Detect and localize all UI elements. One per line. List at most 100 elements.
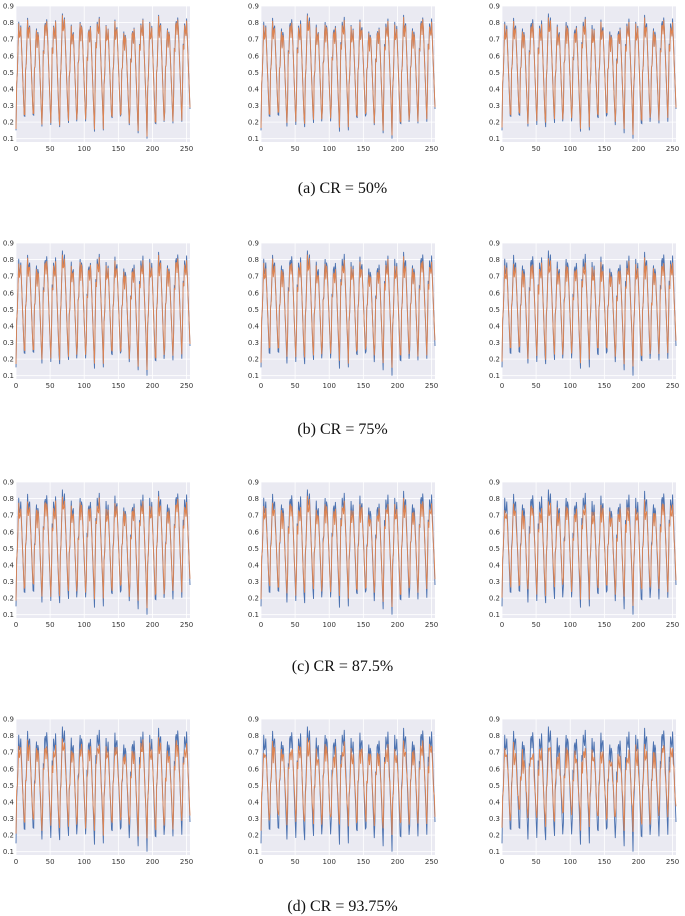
x-tick-label: 150 bbox=[598, 858, 611, 866]
y-tick-label: 0.2 bbox=[489, 595, 500, 603]
y-tick-label: 0.6 bbox=[248, 289, 260, 297]
x-tick-label: 200 bbox=[391, 145, 404, 153]
y-tick-label: 0.6 bbox=[3, 289, 15, 297]
x-tick-label: 250 bbox=[666, 621, 679, 629]
y-tick-label: 0.5 bbox=[3, 306, 14, 314]
y-tick-label: 0.9 bbox=[3, 240, 14, 248]
panel-row2-col3: 0.1 0.2 0.3 0.4 0.5 0.6 0.7 0.8 0.9 0 50 100 150 200 2… bbox=[489, 240, 679, 391]
reconstructed-series-line bbox=[501, 257, 677, 367]
y-tick-label: 0.4 bbox=[3, 798, 15, 806]
y-tick-label: 0.4 bbox=[489, 322, 501, 330]
panel-row4-col2: 0.1 0.2 0.3 0.4 0.5 0.6 0.7 0.8 0.9 0 50 100 150 200 2… bbox=[248, 716, 438, 867]
y-tick-label: 0.8 bbox=[3, 495, 14, 503]
x-tick-label: 100 bbox=[78, 145, 91, 153]
panel-row1-col1: 0.1 0.2 0.3 0.4 0.5 0.6 0.7 0.8 0.9 0 50 100 150 200 2… bbox=[3, 3, 193, 154]
y-tick-label: 0.1 bbox=[248, 611, 259, 619]
y-tick-label: 0.8 bbox=[489, 256, 500, 264]
original-series-line bbox=[501, 726, 677, 852]
y-tick-label: 0.6 bbox=[248, 52, 260, 60]
y-tick-label: 0.7 bbox=[3, 749, 14, 757]
x-tick-label: 200 bbox=[632, 858, 645, 866]
x-tick-label: 250 bbox=[180, 145, 193, 153]
x-tick-label: 50 bbox=[532, 382, 541, 390]
y-tick-label: 0.6 bbox=[3, 52, 15, 60]
y-tick-label: 0.3 bbox=[489, 102, 500, 110]
y-tick-label: 0.1 bbox=[3, 848, 14, 856]
y-tick-label: 0.7 bbox=[489, 273, 500, 281]
y-tick-label: 0.5 bbox=[489, 69, 500, 77]
x-tick-label: 150 bbox=[357, 621, 370, 629]
x-tick-label: 0 bbox=[259, 145, 263, 153]
y-tick-label: 0.1 bbox=[489, 611, 500, 619]
reconstructed-series-line bbox=[15, 737, 191, 839]
y-tick-label: 0.5 bbox=[3, 69, 14, 77]
x-tick-label: 0 bbox=[500, 145, 504, 153]
y-tick-label: 0.4 bbox=[3, 322, 15, 330]
y-tick-label: 0.7 bbox=[248, 512, 259, 520]
y-tick-label: 0.6 bbox=[489, 52, 501, 60]
reconstructed-series-line bbox=[501, 741, 677, 832]
y-tick-label: 0.8 bbox=[489, 732, 500, 740]
y-tick-label: 0.2 bbox=[3, 356, 14, 364]
x-tick-label: 0 bbox=[500, 621, 504, 629]
y-tick-label: 0.7 bbox=[248, 36, 259, 44]
y-tick-label: 0.8 bbox=[3, 256, 14, 264]
panel-row2-col2: 0.1 0.2 0.3 0.4 0.5 0.6 0.7 0.8 0.9 0 50 100 150 200 2… bbox=[248, 240, 438, 391]
y-tick-label: 0.5 bbox=[489, 782, 500, 790]
y-tick-label: 0.4 bbox=[489, 85, 501, 93]
y-tick-label: 0.3 bbox=[3, 815, 14, 823]
x-tick-label: 100 bbox=[564, 858, 577, 866]
y-tick-label: 0.1 bbox=[489, 135, 500, 143]
y-tick-label: 0.3 bbox=[489, 815, 500, 823]
panel-row1-col2: 0.1 0.2 0.3 0.4 0.5 0.6 0.7 0.8 0.9 0 50 100 150 200 2… bbox=[248, 3, 438, 154]
x-tick-label: 50 bbox=[532, 858, 541, 866]
y-tick-label: 0.1 bbox=[248, 135, 259, 143]
x-tick-label: 250 bbox=[666, 858, 679, 866]
x-tick-label: 0 bbox=[14, 858, 18, 866]
y-tick-label: 0.4 bbox=[489, 798, 501, 806]
x-tick-label: 50 bbox=[532, 145, 541, 153]
y-tick-label: 0.9 bbox=[248, 240, 259, 248]
y-tick-label: 0.8 bbox=[3, 732, 14, 740]
y-tick-label: 0.2 bbox=[248, 595, 259, 603]
y-tick-label: 0.5 bbox=[489, 545, 500, 553]
y-tick-label: 0.8 bbox=[248, 256, 259, 264]
x-tick-label: 100 bbox=[78, 621, 91, 629]
y-tick-label: 0.7 bbox=[3, 512, 14, 520]
caption-c: (c) CR = 87.5% bbox=[291, 658, 394, 675]
x-tick-label: 250 bbox=[180, 382, 193, 390]
y-tick-label: 0.4 bbox=[489, 561, 501, 569]
y-tick-label: 0.9 bbox=[248, 716, 259, 724]
y-tick-label: 0.4 bbox=[3, 85, 15, 93]
x-tick-label: 50 bbox=[46, 858, 55, 866]
y-tick-label: 0.9 bbox=[248, 479, 259, 487]
x-tick-label: 0 bbox=[500, 858, 504, 866]
x-tick-label: 250 bbox=[425, 145, 438, 153]
x-tick-label: 150 bbox=[357, 382, 370, 390]
x-tick-label: 250 bbox=[666, 145, 679, 153]
y-tick-label: 0.2 bbox=[248, 832, 259, 840]
x-tick-label: 150 bbox=[112, 621, 125, 629]
y-tick-label: 0.2 bbox=[3, 832, 14, 840]
y-tick-label: 0.4 bbox=[248, 322, 260, 330]
y-tick-label: 0.2 bbox=[248, 356, 259, 364]
y-tick-label: 0.7 bbox=[3, 273, 14, 281]
x-tick-label: 200 bbox=[146, 858, 159, 866]
x-tick-label: 150 bbox=[598, 382, 611, 390]
x-tick-label: 50 bbox=[46, 382, 55, 390]
panel-row4-col1: 0.1 0.2 0.3 0.4 0.5 0.6 0.7 0.8 0.9 0 50 100 150 200 2… bbox=[3, 716, 193, 867]
x-tick-label: 150 bbox=[112, 382, 125, 390]
x-tick-label: 150 bbox=[112, 858, 125, 866]
y-tick-label: 0.6 bbox=[489, 765, 501, 773]
y-tick-label: 0.1 bbox=[248, 372, 259, 380]
y-tick-label: 0.1 bbox=[3, 372, 14, 380]
y-tick-label: 0.3 bbox=[3, 339, 14, 347]
panel-row3-col3: 0.1 0.2 0.3 0.4 0.5 0.6 0.7 0.8 0.9 0 50 100 150 200 2… bbox=[489, 479, 679, 630]
y-tick-label: 0.2 bbox=[489, 119, 500, 127]
y-tick-label: 0.2 bbox=[248, 119, 259, 127]
x-tick-label: 200 bbox=[391, 382, 404, 390]
reconstructed-series-line bbox=[260, 737, 436, 835]
x-tick-label: 200 bbox=[391, 621, 404, 629]
y-tick-label: 0.6 bbox=[489, 289, 501, 297]
